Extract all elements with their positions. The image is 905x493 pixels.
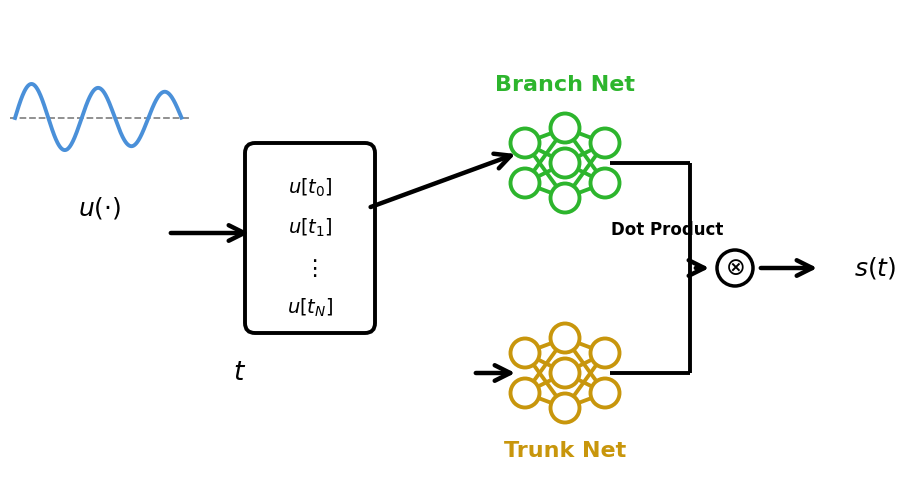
Circle shape xyxy=(510,379,539,408)
Circle shape xyxy=(550,113,579,142)
Text: $t$: $t$ xyxy=(233,360,246,386)
Circle shape xyxy=(590,169,620,198)
FancyBboxPatch shape xyxy=(245,143,375,333)
Text: $u[t_N]$: $u[t_N]$ xyxy=(287,297,333,319)
Text: $u(\cdot)$: $u(\cdot)$ xyxy=(79,195,121,221)
Text: $\otimes$: $\otimes$ xyxy=(725,256,745,280)
Text: $\vdots$: $\vdots$ xyxy=(303,257,317,279)
Circle shape xyxy=(550,358,579,387)
Circle shape xyxy=(510,169,539,198)
Circle shape xyxy=(590,339,620,367)
Text: $s(t)$: $s(t)$ xyxy=(854,255,896,281)
Circle shape xyxy=(550,393,579,423)
Circle shape xyxy=(550,323,579,352)
Circle shape xyxy=(550,183,579,212)
Text: Branch Net: Branch Net xyxy=(495,75,635,95)
Circle shape xyxy=(550,148,579,177)
Text: $u[t_0]$: $u[t_0]$ xyxy=(288,177,332,199)
Circle shape xyxy=(510,339,539,367)
Text: Dot Product: Dot Product xyxy=(611,221,723,239)
Circle shape xyxy=(510,129,539,157)
Circle shape xyxy=(590,129,620,157)
Circle shape xyxy=(590,379,620,408)
Text: $u[t_1]$: $u[t_1]$ xyxy=(288,217,332,239)
Text: Trunk Net: Trunk Net xyxy=(504,441,626,461)
Circle shape xyxy=(717,250,753,286)
